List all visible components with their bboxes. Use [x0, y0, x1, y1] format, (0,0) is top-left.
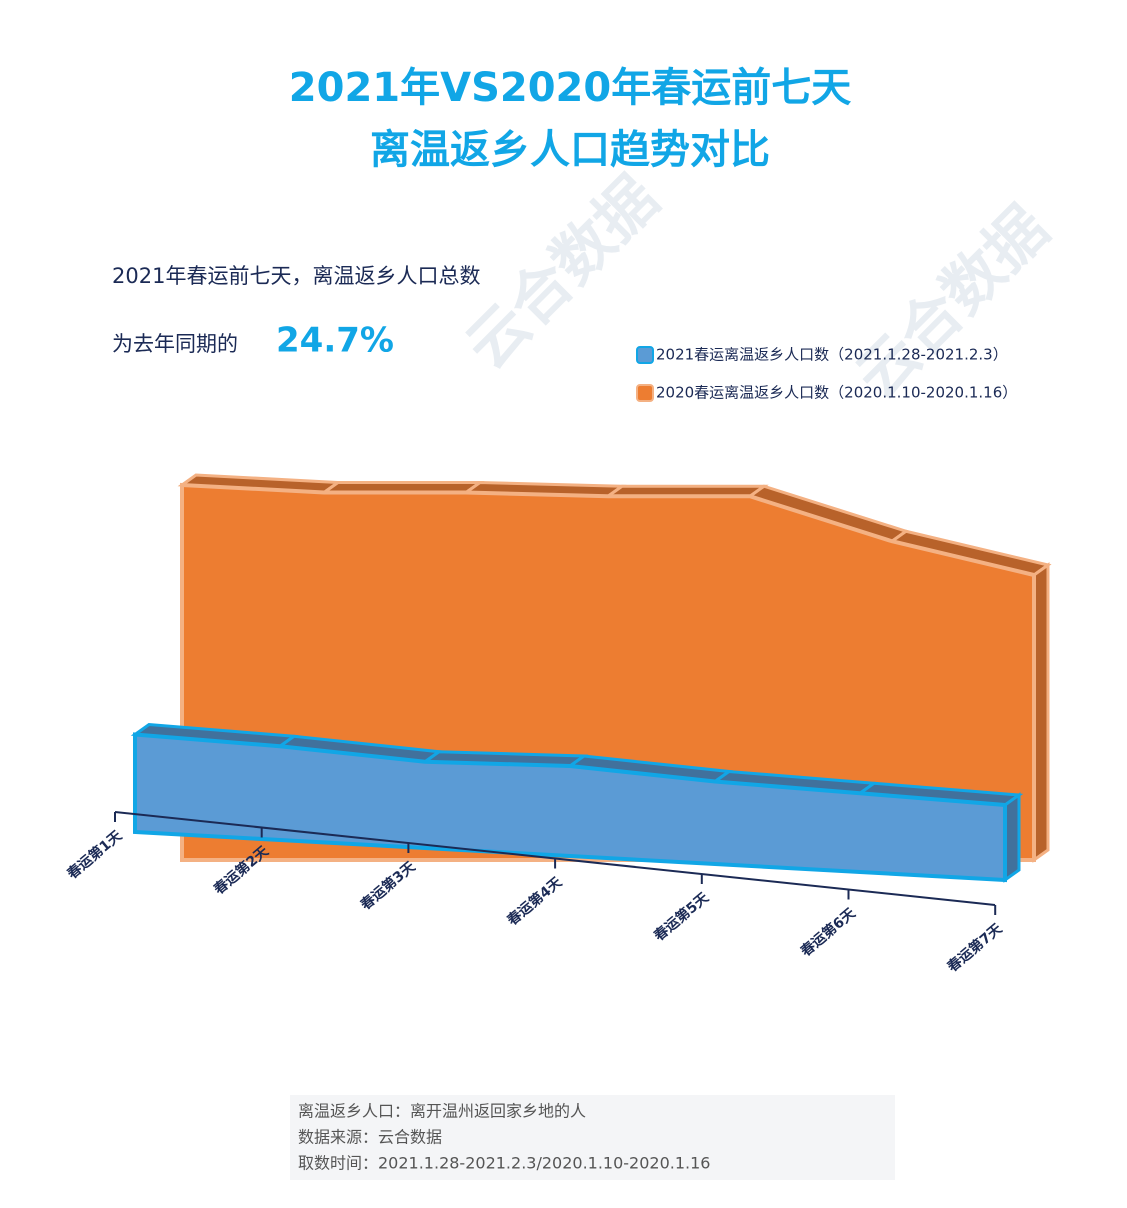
watermark: 云合数据 — [843, 193, 1062, 412]
legend-swatch — [636, 384, 654, 402]
chart-title: 2021年VS2020年春运前七天 — [289, 65, 851, 111]
note-box — [290, 1095, 895, 1180]
area-side — [1032, 562, 1050, 863]
x-tick-label: 春运第3天 — [356, 857, 419, 914]
x-tick-label: 春运第5天 — [650, 888, 713, 945]
note: 离温返乡人口：离开温州返回家乡地的人 — [298, 1102, 586, 1121]
subtitle: 2021年春运前七天，离温返乡人口总数 — [112, 264, 480, 288]
x-tick-label: 春运第6天 — [797, 904, 860, 961]
area — [133, 732, 1007, 883]
subtitle: 为去年同期的 — [112, 332, 238, 356]
legend-label: 2020春运离温返乡人口数（2020.1.10-2020.1.16） — [656, 384, 1017, 402]
x-tick-label: 春运第7天 — [943, 919, 1006, 976]
x-tick-label: 春运第1天 — [63, 826, 126, 883]
note: 取数时间：2021.1.28-2021.2.3/2020.1.10-2020.1… — [298, 1154, 710, 1173]
chart-title: 离温返乡人口趋势对比 — [370, 127, 770, 173]
highlight: 24.7% — [276, 321, 394, 361]
legend-label: 2021春运离温返乡人口数（2021.1.28-2021.2.3） — [656, 346, 1008, 364]
area-side — [1003, 792, 1021, 883]
legend-swatch — [636, 346, 654, 364]
x-tick-label: 春运第4天 — [503, 873, 566, 930]
note: 数据来源：云合数据 — [298, 1128, 442, 1147]
